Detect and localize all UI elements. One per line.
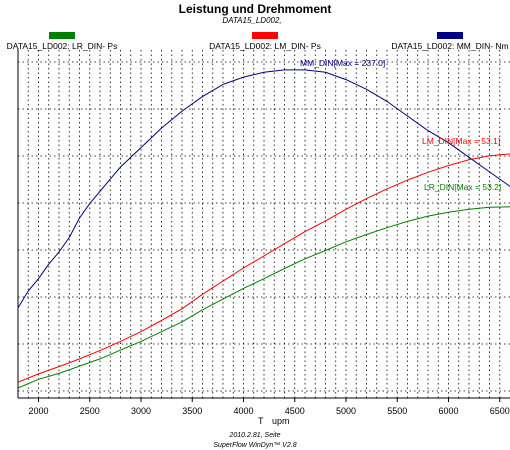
legend-swatch-3 <box>437 32 463 39</box>
x-axis-label: T <box>258 416 264 426</box>
x-tick-label: 4500 <box>285 406 305 416</box>
series-line-1 <box>17 69 510 309</box>
x-tick-label: 2500 <box>80 406 100 416</box>
chart-title: Leistung und Drehmoment <box>179 2 332 16</box>
x-tick-label: 4000 <box>233 406 253 416</box>
footer-date: 2010.2.81, Seite <box>229 432 281 439</box>
series-lines <box>17 69 510 389</box>
legend-swatch-2 <box>252 32 278 39</box>
series-annotation-3: LR_DIN[Max = 53.2] <box>424 182 501 192</box>
series-annotations: MM_DIN[Max = 237.0] LM_DIN[Max = 53.1] LR_… <box>300 58 501 192</box>
x-tick-label: 3000 <box>131 406 151 416</box>
legend-label-1: DATA15_LD002: LR_DIN- Ps <box>7 41 118 51</box>
series-line-3 <box>17 206 510 389</box>
x-tick-label: 6000 <box>438 406 458 416</box>
x-axis-ticks: 2000 2500 3000 3500 4000 4500 5000 5500 6000 6500 <box>28 398 510 416</box>
x-tick-label: 6500 <box>490 406 510 416</box>
x-tick-label: 3500 <box>182 406 202 416</box>
footer-software: SuperFlow WinDyn™ V2.8 <box>213 442 296 449</box>
x-axis-unit: upm <box>272 416 290 426</box>
legend-swatch-1 <box>49 32 75 39</box>
series-line-2 <box>17 153 510 383</box>
plot-grid <box>18 50 510 398</box>
x-tick-label: 5500 <box>387 406 407 416</box>
legend-label-3: DATA15_LD002: MM_DIN- Nm <box>391 41 508 51</box>
series-annotation-2: LM_DIN[Max = 53.1] <box>422 136 500 146</box>
x-tick-label: 5000 <box>336 406 356 416</box>
chart-subtitle: DATA15_LD002, <box>222 16 281 25</box>
x-tick-label: 2000 <box>28 406 48 416</box>
legend: DATA15_LD002: LR_DIN- Ps DATA15_LD002: LM… <box>7 32 509 51</box>
legend-label-2: DATA15_LD002: LM_DIN- Ps <box>209 41 321 51</box>
series-annotation-1: MM_DIN[Max = 237.0] <box>300 58 385 68</box>
plot-frame <box>17 48 510 399</box>
